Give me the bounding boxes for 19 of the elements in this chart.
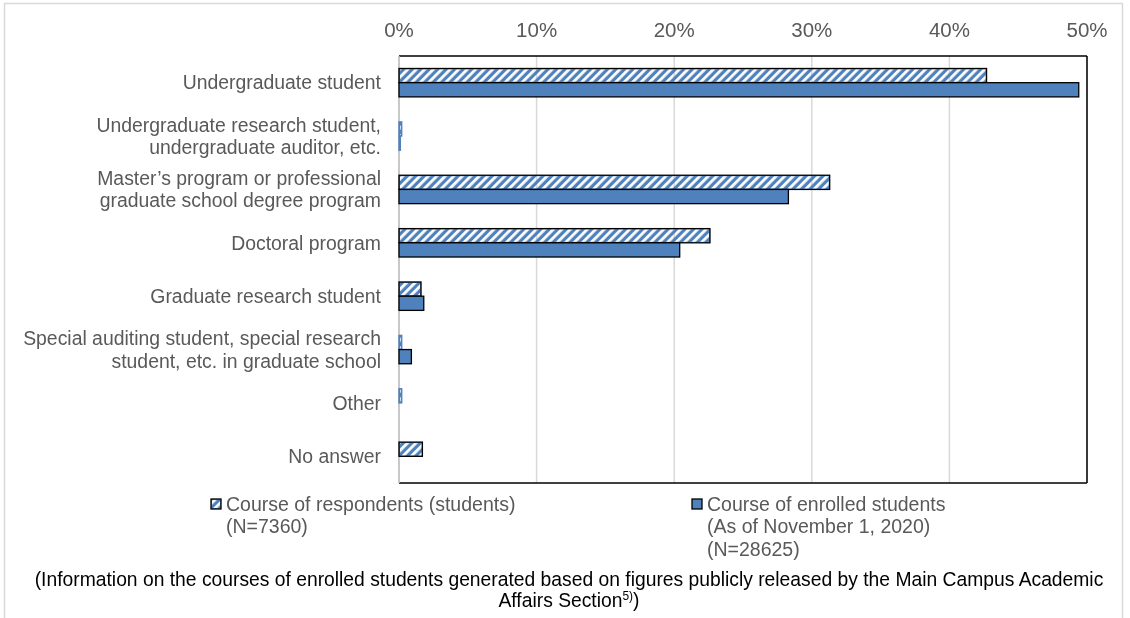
y-tick-label: No answer bbox=[288, 445, 382, 468]
x-tick-label: 50% bbox=[1066, 18, 1108, 42]
y-tick-label: Graduate research student bbox=[150, 284, 382, 307]
bar bbox=[398, 441, 424, 457]
y-tick-label: Master’s program or professional graduate school degree program bbox=[97, 166, 381, 212]
x-tick-label: 0% bbox=[384, 18, 414, 42]
x-tick-label: 10% bbox=[516, 18, 558, 42]
legend-label: Course of enrolled students (As of November 1, 2020) (N=28625) bbox=[707, 492, 946, 560]
y-tick-label: Other bbox=[332, 391, 382, 414]
y-tick-label: Undergraduate student bbox=[182, 71, 382, 94]
x-tick-label: 20% bbox=[653, 18, 695, 42]
x-tick-label: 30% bbox=[791, 18, 833, 42]
legend-label: Course of respondents (students) (N=7360) bbox=[226, 492, 516, 538]
y-tick-label: Special auditing student, special research student, etc. in graduate school bbox=[23, 327, 381, 372]
text: (Information on the courses of enrolled students generated based on figures publicly released by the Main Campus Academic Affairs Section$^{5)}$) bbox=[34, 568, 1104, 612]
bar bbox=[398, 388, 403, 404]
x-tick-label: 40% bbox=[928, 18, 970, 42]
y-tick-label: Doctoral program bbox=[231, 231, 381, 254]
y-tick-label: Undergraduate research student, undergraduate auditor, etc. bbox=[96, 113, 381, 159]
